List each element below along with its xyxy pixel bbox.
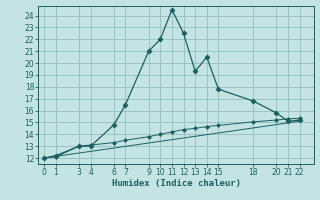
X-axis label: Humidex (Indice chaleur): Humidex (Indice chaleur)	[111, 179, 241, 188]
